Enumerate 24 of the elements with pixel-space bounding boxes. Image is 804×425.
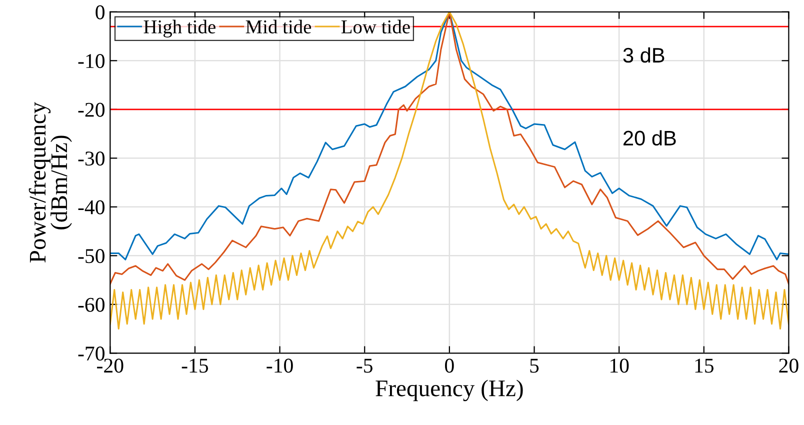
x-tick-label: -15 [182,358,208,373]
ref-line-label: 20 dB [624,130,676,146]
legend-label: Low tide [341,20,410,34]
x-tick-label: 15 [695,358,714,373]
x-tick-label: -10 [266,358,293,373]
x-tick-label: -5 [356,358,372,373]
y-tick-label: -30 [78,152,104,166]
legend-label: Mid tide [246,20,312,34]
y-tick-label: -10 [78,54,104,68]
y-tick-label: -60 [78,298,104,312]
legend-label: High tide [144,20,216,38]
y-tick-label: -50 [78,249,104,264]
x-tick-label: 10 [610,358,629,373]
x-tick-label: 5 [530,358,539,373]
y-tick-label: -40 [78,200,104,214]
x-tick-label: 0 [445,358,454,373]
y-tick-label: -20 [78,102,104,117]
y-tick-label: -70 [78,346,104,361]
x-tick-label: -20 [97,358,124,373]
x-axis-title: Frequency (Hz) [376,380,523,402]
y-axis-title: Power/frequency (dBm/Hz) [28,102,72,262]
ref-line-label: 3 dB [623,47,664,63]
y-tick-label: 0 [96,5,104,20]
x-tick-label: 20 [779,358,798,373]
